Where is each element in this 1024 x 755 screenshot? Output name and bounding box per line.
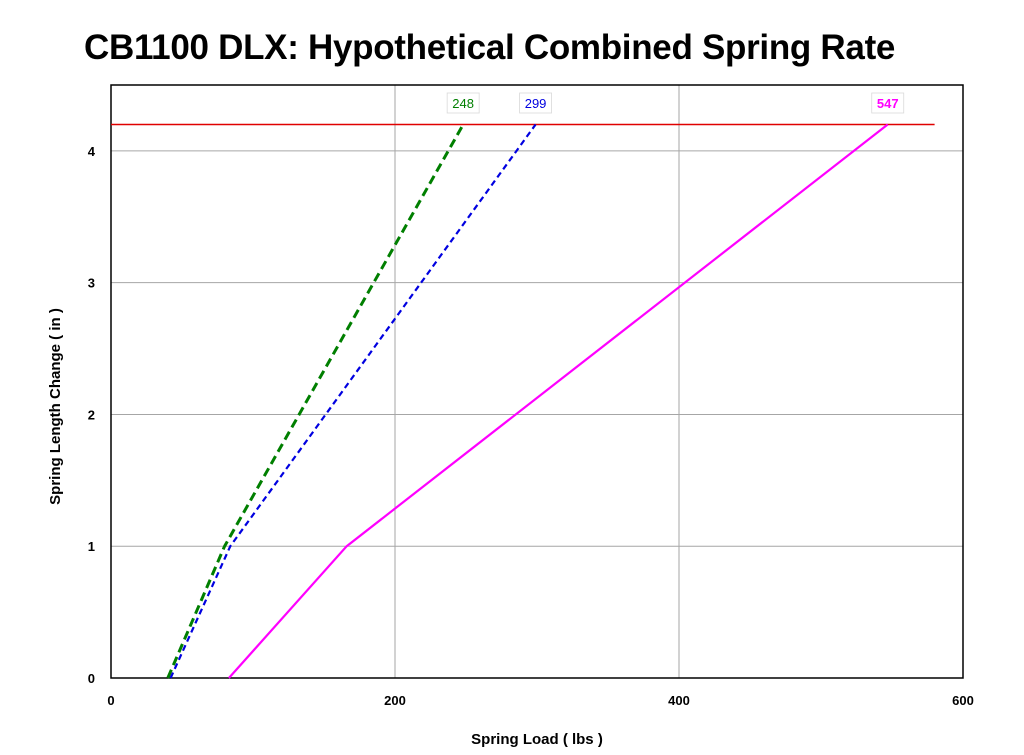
x-axis-label: Spring Load ( lbs ) — [471, 731, 603, 748]
chart-title: CB1100 DLX: Hypothetical Combined Spring… — [84, 28, 896, 67]
series-end-label: 299 — [525, 96, 547, 111]
y-tick-label: 4 — [88, 144, 96, 159]
series-end-label-box — [519, 92, 552, 114]
series-end-label-box — [871, 92, 905, 114]
series-lines — [166, 123, 889, 679]
y-tick-label: 3 — [88, 276, 95, 291]
x-tick-label: 400 — [668, 693, 690, 708]
plot-frame — [110, 84, 964, 679]
end-labels: 248 299 547 — [446, 92, 905, 114]
y-axis-label: Spring Length Change ( in ) — [47, 308, 64, 505]
series-end-label-box — [446, 92, 480, 114]
series-end-label: 248 — [452, 96, 474, 111]
grid — [111, 85, 963, 678]
y-tick-label: 2 — [88, 407, 95, 422]
y-tick-label: 1 — [88, 539, 95, 554]
series-line — [166, 123, 465, 679]
tick-labels: 0 200 400 600 0 1 2 3 4 — [88, 144, 974, 708]
series-line — [169, 123, 537, 679]
x-tick-label: 200 — [384, 693, 406, 708]
x-tick-label: 0 — [107, 693, 114, 708]
x-tick-label: 600 — [952, 693, 974, 708]
series-end-label: 547 — [877, 96, 899, 111]
y-tick-label: 0 — [88, 671, 95, 686]
series-line — [228, 123, 889, 679]
